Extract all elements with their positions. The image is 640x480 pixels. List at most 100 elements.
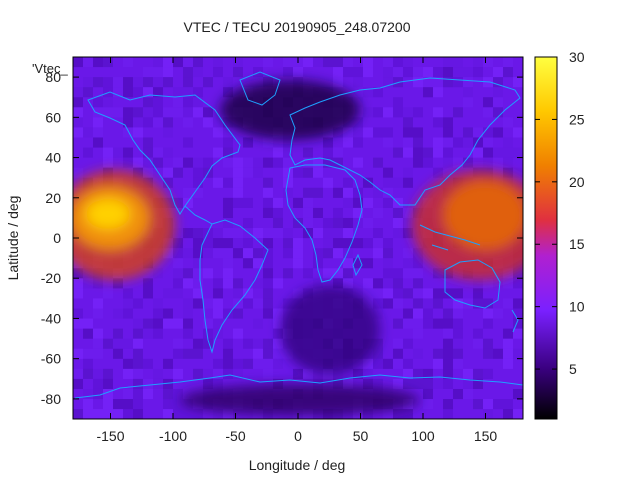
heatmap-cell bbox=[383, 107, 393, 118]
heatmap-cell bbox=[83, 278, 93, 289]
heatmap-cell bbox=[143, 67, 153, 78]
heatmap-cell bbox=[473, 328, 483, 339]
heatmap-cell bbox=[503, 57, 513, 68]
heatmap-cell bbox=[413, 107, 423, 118]
heatmap-cell bbox=[403, 318, 413, 329]
heatmap-cell bbox=[183, 67, 193, 78]
heatmap-cell bbox=[213, 67, 223, 78]
heatmap-cell bbox=[513, 77, 523, 88]
heatmap-cell bbox=[273, 157, 283, 168]
heatmap-cell bbox=[113, 77, 123, 88]
heatmap-cell bbox=[473, 378, 483, 390]
heatmap-cell bbox=[283, 157, 293, 168]
heatmap-cell bbox=[463, 77, 473, 88]
heatmap-cell bbox=[133, 127, 143, 138]
heatmap-cell bbox=[253, 348, 263, 359]
heatmap-cell bbox=[83, 368, 93, 379]
heatmap-cell bbox=[483, 107, 493, 118]
heatmap-cell bbox=[273, 308, 283, 319]
heatmap-cell bbox=[453, 298, 463, 309]
heatmap-cell bbox=[93, 137, 103, 148]
heatmap-cell bbox=[93, 348, 103, 359]
heatmap-cell bbox=[233, 248, 243, 259]
heatmap-cell bbox=[493, 87, 503, 98]
heatmap-cell bbox=[203, 248, 213, 259]
heatmap-cell bbox=[423, 308, 433, 319]
heatmap-cell bbox=[123, 117, 133, 128]
heatmap-cell bbox=[403, 127, 413, 138]
heatmap-cell bbox=[83, 399, 93, 410]
heatmap-cell bbox=[233, 368, 243, 379]
heatmap-cell bbox=[133, 117, 143, 128]
heatmap-cell bbox=[293, 238, 303, 249]
heatmap-cell bbox=[383, 177, 393, 188]
heatmap-cell bbox=[143, 388, 153, 400]
heatmap-cell bbox=[193, 248, 203, 259]
heatmap-cell bbox=[303, 368, 313, 379]
heatmap-cell bbox=[263, 278, 273, 289]
heatmap-cell bbox=[263, 187, 273, 198]
heatmap-cell bbox=[293, 217, 303, 229]
heatmap-cell bbox=[503, 298, 513, 309]
heatmap-cell bbox=[93, 127, 103, 138]
heatmap-cell bbox=[323, 57, 333, 68]
heatmap-cell bbox=[373, 248, 383, 259]
heatmap-cell bbox=[403, 228, 413, 239]
heatmap-cell bbox=[483, 338, 493, 349]
heatmap-cell bbox=[493, 157, 503, 168]
heatmap-cell bbox=[133, 409, 143, 419]
heatmap-cell bbox=[263, 348, 273, 359]
heatmap-cell bbox=[443, 147, 453, 158]
heatmap-cell bbox=[423, 388, 433, 400]
heatmap-cell bbox=[393, 217, 403, 229]
heatmap-cell bbox=[483, 318, 493, 329]
heatmap-cell bbox=[443, 399, 453, 410]
heatmap-cell bbox=[173, 399, 183, 410]
heatmap-cell bbox=[383, 57, 393, 68]
heatmap-cell bbox=[273, 348, 283, 359]
heatmap-cell bbox=[223, 348, 233, 359]
heatmap-cell bbox=[373, 238, 383, 249]
heatmap-cell bbox=[83, 57, 93, 68]
heatmap-cell bbox=[83, 328, 93, 339]
heatmap-cell bbox=[173, 268, 183, 279]
heatmap-cell bbox=[233, 308, 243, 319]
heatmap-cell bbox=[173, 197, 183, 208]
heatmap-cell bbox=[433, 348, 443, 359]
heatmap-cell bbox=[503, 409, 513, 419]
heatmap-cell bbox=[363, 67, 373, 78]
y-tick-label: 60 bbox=[45, 109, 61, 125]
heatmap-cell bbox=[513, 167, 523, 178]
heatmap-cell bbox=[383, 278, 393, 289]
heatmap-cell bbox=[153, 57, 163, 68]
heatmap-cell bbox=[363, 378, 373, 390]
heatmap-cell bbox=[133, 348, 143, 359]
heatmap-cell bbox=[423, 318, 433, 329]
heatmap-cell bbox=[443, 338, 453, 349]
heatmap-cell bbox=[313, 207, 323, 218]
heatmap-cell bbox=[143, 137, 153, 148]
x-tick-label: -50 bbox=[225, 428, 245, 444]
heatmap-cell bbox=[473, 368, 483, 379]
x-tick-label: 50 bbox=[353, 428, 369, 444]
heatmap-cell bbox=[133, 358, 143, 369]
heatmap-cell bbox=[443, 368, 453, 379]
heatmap-cell bbox=[143, 278, 153, 289]
heatmap-cell bbox=[433, 87, 443, 98]
heatmap-cell bbox=[103, 399, 113, 410]
heatmap-cell bbox=[263, 338, 273, 349]
heatmap-cell bbox=[133, 378, 143, 390]
heatmap-cell bbox=[93, 378, 103, 390]
heatmap-cell bbox=[353, 217, 363, 229]
heatmap-cell bbox=[403, 248, 413, 259]
heatmap-cell bbox=[93, 117, 103, 128]
heatmap-cell bbox=[123, 127, 133, 138]
heatmap-cell bbox=[403, 258, 413, 269]
heatmap-cell bbox=[193, 288, 203, 299]
heatmap-cell bbox=[153, 298, 163, 309]
heatmap-cell bbox=[363, 127, 373, 138]
heatmap-cell bbox=[333, 147, 343, 158]
heatmap-cell bbox=[493, 127, 503, 138]
heatmap-cell bbox=[483, 137, 493, 148]
heatmap-cell bbox=[183, 97, 193, 108]
